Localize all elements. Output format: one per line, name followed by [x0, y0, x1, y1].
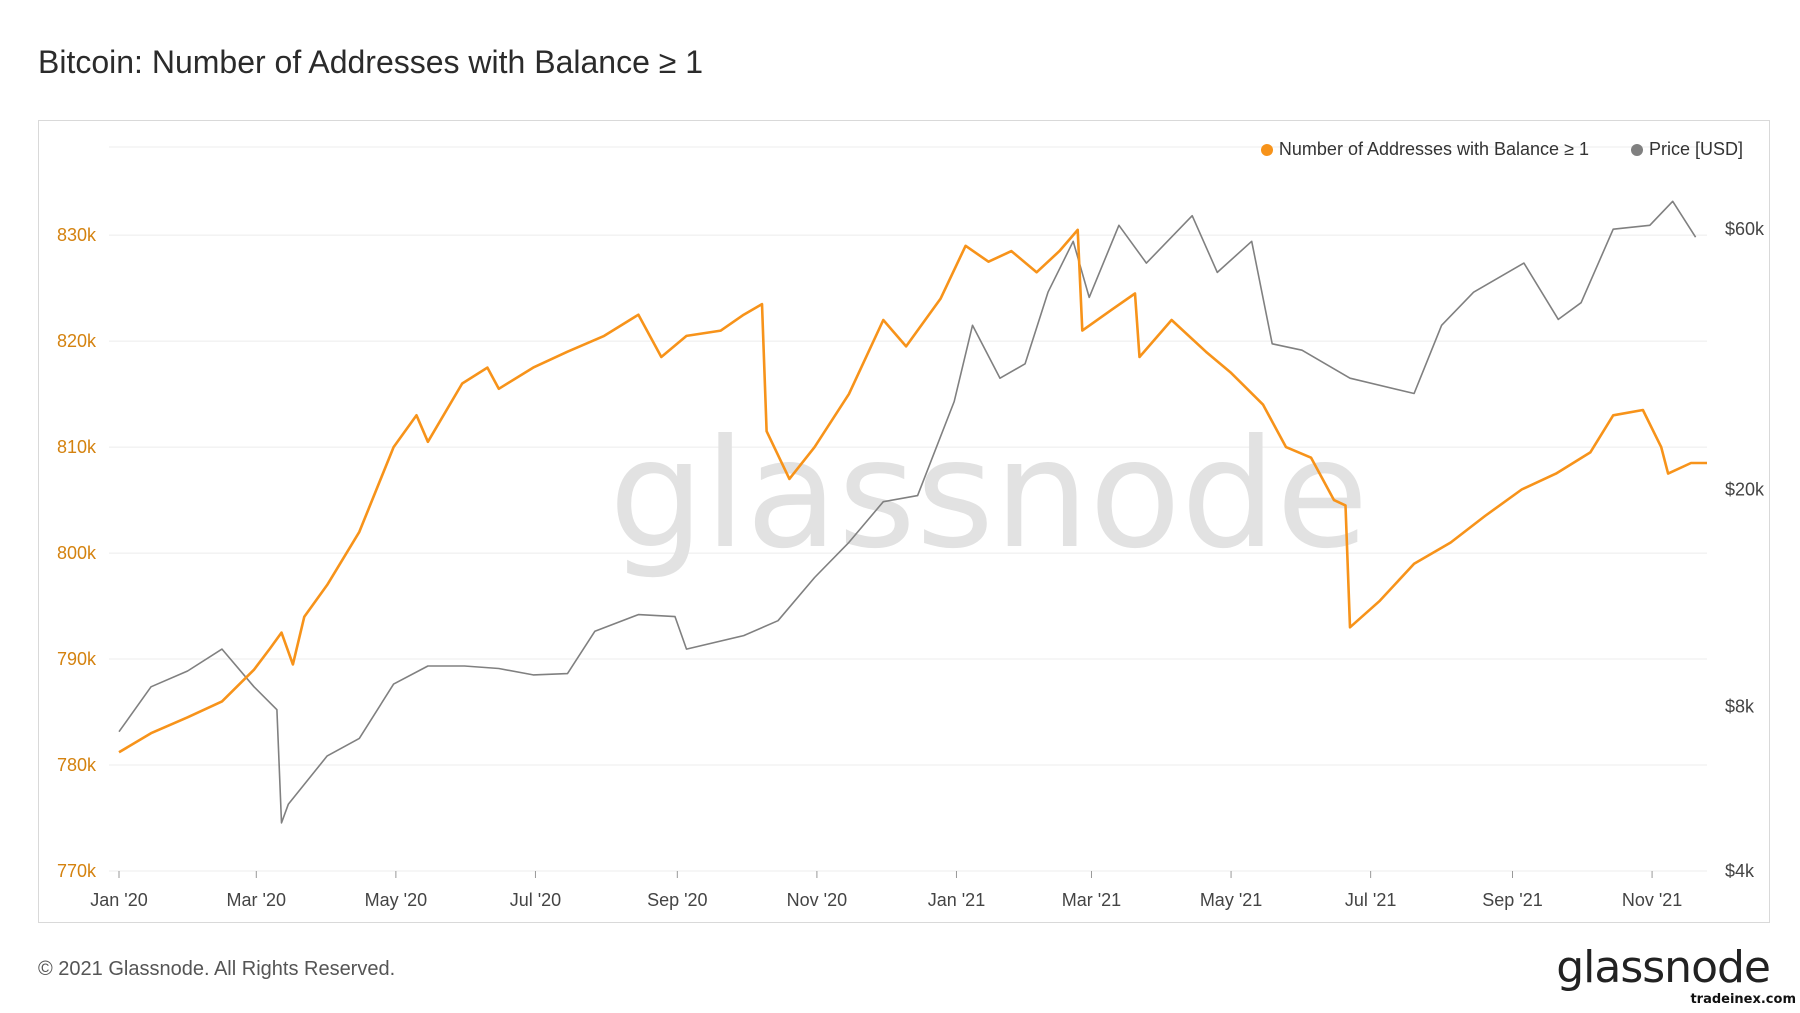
y-left-tick-label: 790k — [57, 649, 97, 669]
chart-legend: Number of Addresses with Balance ≥ 1 Pri… — [1260, 139, 1743, 160]
brand-logo: glassnode — [1556, 942, 1771, 993]
x-tick-label: May '20 — [365, 890, 427, 910]
series-line-addresses — [118, 228, 1707, 754]
legend-dot-price — [1630, 143, 1643, 156]
x-tick-label: Jan '20 — [90, 890, 147, 910]
legend-item-price[interactable]: Price [USD] — [1630, 139, 1743, 160]
axis-labels: 770k 780k 790k 800k 810k 820k 830k $4k $8k $20k $6… — [57, 219, 1765, 910]
series-line-price — [118, 200, 1697, 824]
watermark-logo: glassnode — [609, 408, 1368, 582]
x-tick-label: Nov '20 — [787, 890, 847, 910]
legend-dot-addresses — [1260, 143, 1273, 156]
gridlines — [109, 146, 1707, 872]
y-left-tick-label: 800k — [57, 543, 97, 563]
y-left-tick-label: 830k — [57, 225, 97, 245]
chart-plot: glassnode 770k 780k 790k 800k 810k 820k 830k $4… — [57, 146, 1765, 910]
x-tick-label: Sep '21 — [1482, 890, 1543, 910]
y-left-tick-label: 820k — [57, 331, 97, 351]
chart-frame: glassnode 770k 780k 790k 800k 810k 820k 830k $4… — [38, 120, 1770, 923]
x-tick-label: Sep '20 — [647, 890, 708, 910]
x-tick-label: May '21 — [1200, 890, 1262, 910]
series-group — [118, 200, 1707, 824]
x-tick-label: Jul '21 — [1345, 890, 1396, 910]
y-right-tick-label: $20k — [1725, 480, 1765, 500]
y-right-tick-label: $4k — [1725, 861, 1755, 881]
x-tick-label: Nov '21 — [1622, 890, 1682, 910]
legend-label-addresses: Number of Addresses with Balance ≥ 1 — [1278, 139, 1589, 159]
legend-label-price: Price [USD] — [1648, 139, 1743, 159]
x-tick-label: Jan '21 — [928, 890, 985, 910]
y-right-tick-label: $8k — [1725, 697, 1755, 717]
y-left-tick-label: 770k — [57, 861, 97, 881]
copyright-footer: © 2021 Glassnode. All Rights Reserved. — [38, 958, 396, 980]
legend-item-addresses[interactable]: Number of Addresses with Balance ≥ 1 — [1260, 139, 1589, 160]
y-left-tick-label: 810k — [57, 437, 97, 457]
y-left-tick-label: 780k — [57, 755, 97, 775]
chart-title: Bitcoin: Number of Addresses with Balanc… — [38, 44, 703, 80]
x-tick-label: Mar '21 — [1062, 890, 1121, 910]
y-right-tick-label: $60k — [1725, 219, 1765, 239]
site-watermark: tradeinex.com — [1690, 992, 1796, 1007]
x-tick-label: Mar '20 — [227, 890, 286, 910]
x-tick-label: Jul '20 — [510, 890, 561, 910]
